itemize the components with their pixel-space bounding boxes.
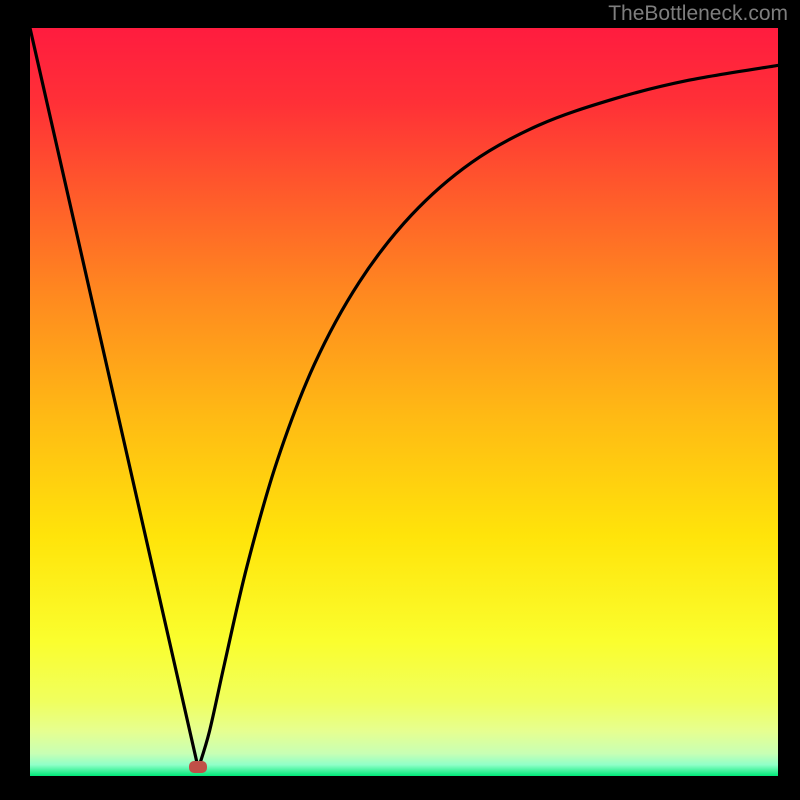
- watermark-label: TheBottleneck.com: [608, 2, 788, 26]
- plot-area: [30, 28, 778, 776]
- heatmap-gradient: [30, 28, 778, 776]
- chart-frame: { "watermark": { "text": "TheBottleneck.…: [0, 0, 800, 800]
- optimal-point-marker: [189, 761, 207, 773]
